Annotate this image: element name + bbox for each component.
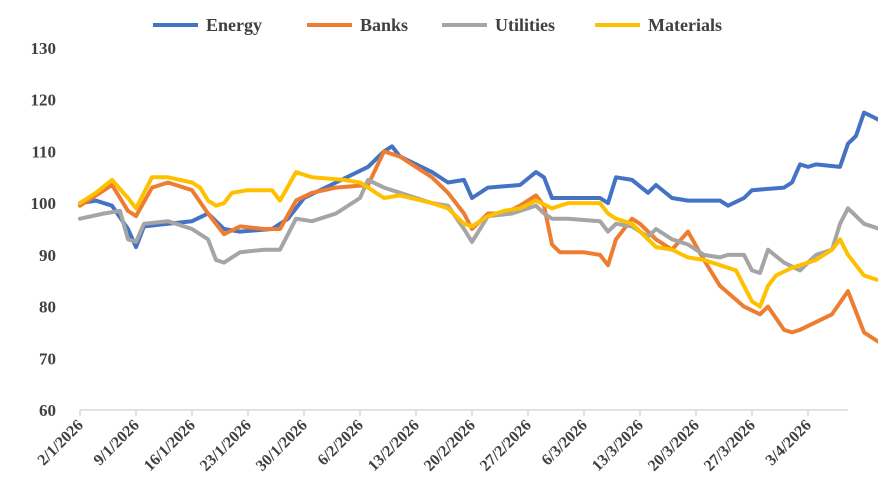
x-tick-label-27-3-2026: 27/3/2026 <box>701 417 759 475</box>
y-tick-label-100: 100 <box>31 194 57 213</box>
x-tick-label-13-2-2026: 13/2/2026 <box>365 417 423 475</box>
legend-item-utilities: Utilities <box>442 15 555 35</box>
series-line-materials <box>78 170 878 309</box>
x-tick-label-2-1-2026: 2/1/2026 <box>35 417 87 469</box>
x-tick-label-6-3-2026: 6/3/2026 <box>539 417 591 469</box>
y-tick-label-110: 110 <box>31 142 56 161</box>
legend-item-energy: Energy <box>153 15 262 35</box>
x-tick-label-27-2-2026: 27/2/2026 <box>477 417 535 475</box>
y-tick-label-80: 80 <box>39 298 56 317</box>
y-tick-label-70: 70 <box>39 349 56 368</box>
y-tick-label-90: 90 <box>39 246 56 265</box>
series-line-banks <box>78 149 878 344</box>
plot-area <box>78 110 878 344</box>
x-axis: 2/1/2026 9/1/202616/1/202623/1/202630/1/2… <box>35 409 848 475</box>
x-tick-label-20-2-2026: 20/2/2026 <box>421 417 479 475</box>
legend-label-energy: Energy <box>206 15 262 35</box>
y-tick-label-60: 60 <box>39 401 56 420</box>
y-tick-label-120: 120 <box>31 91 57 110</box>
x-tick-label-3-4-2026: 3/4/2026 <box>763 417 815 469</box>
x-tick-label-13-3-2026: 13/3/2026 <box>589 417 647 475</box>
legend: Energy Banks Utilities Materials <box>153 15 722 35</box>
legend-item-materials: Materials <box>595 15 722 35</box>
legend-label-utilities: Utilities <box>495 15 555 35</box>
legend-label-banks: Banks <box>360 15 408 35</box>
x-tick-label-23-1-2026: 23/1/2026 <box>197 417 255 475</box>
y-axis-ticks: 60 70 80 90 100 110 120 130 <box>31 39 57 420</box>
x-tick-label-20-3-2026: 20/3/2026 <box>645 417 703 475</box>
x-tick-label-6-2-2026: 6/2/2026 <box>315 417 367 469</box>
legend-item-banks: Banks <box>307 15 408 35</box>
legend-label-materials: Materials <box>648 15 722 35</box>
y-tick-label-130: 130 <box>31 39 57 58</box>
series-line-utilities <box>78 177 878 275</box>
x-tick-label-30-1-2026: 30/1/2026 <box>253 417 311 475</box>
x-tick-label-16-1-2026: 16/1/2026 <box>141 417 199 475</box>
x-tick-label-9-1-2026: 9/1/2026 <box>91 417 143 469</box>
series-line-energy <box>78 110 878 250</box>
